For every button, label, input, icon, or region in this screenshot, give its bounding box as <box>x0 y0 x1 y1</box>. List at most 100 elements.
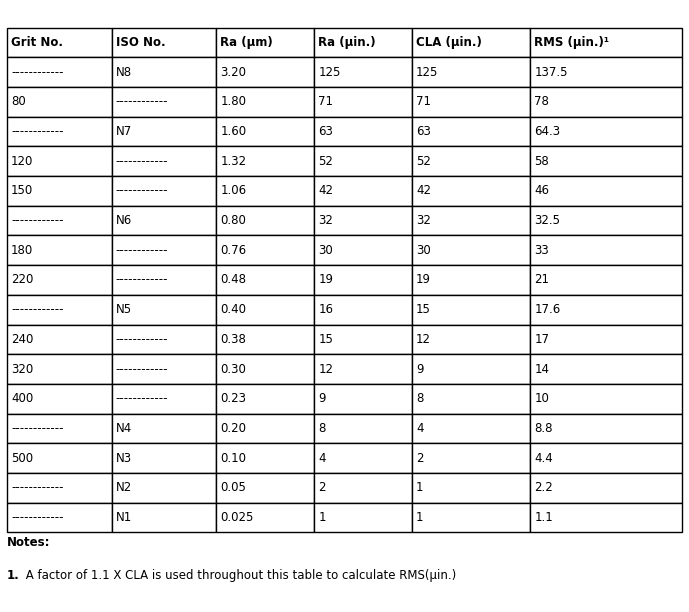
Text: 0.76: 0.76 <box>220 244 247 257</box>
Text: 0.80: 0.80 <box>220 214 246 227</box>
Text: ------------: ------------ <box>116 333 168 346</box>
Bar <box>112 58 216 87</box>
Text: 2: 2 <box>416 452 424 465</box>
Bar <box>7 28 112 58</box>
Text: 0.48: 0.48 <box>220 274 247 286</box>
Text: 0.05: 0.05 <box>220 482 246 494</box>
Bar <box>7 236 112 265</box>
Text: 10: 10 <box>535 392 549 405</box>
Text: 63: 63 <box>416 125 431 138</box>
Bar <box>412 236 530 265</box>
Bar <box>412 384 530 414</box>
Text: ------------: ------------ <box>11 422 63 435</box>
Bar <box>314 236 412 265</box>
Bar <box>530 117 682 146</box>
Bar <box>112 206 216 236</box>
Text: 0.20: 0.20 <box>220 422 247 435</box>
Bar <box>412 206 530 236</box>
Text: 4: 4 <box>318 452 326 465</box>
Bar <box>112 176 216 206</box>
Text: 0.025: 0.025 <box>220 511 254 524</box>
Text: 14: 14 <box>535 362 549 376</box>
Text: 0.40: 0.40 <box>220 303 247 316</box>
Text: 2: 2 <box>318 482 326 494</box>
Text: ------------: ------------ <box>116 392 168 405</box>
Text: ISO No.: ISO No. <box>116 36 165 49</box>
Bar <box>7 265 112 295</box>
Bar <box>412 176 530 206</box>
Bar <box>530 265 682 295</box>
Bar <box>314 324 412 354</box>
Bar <box>112 87 216 117</box>
Bar <box>112 443 216 473</box>
Text: Grit No.: Grit No. <box>11 36 63 49</box>
Bar <box>7 146 112 176</box>
Text: 52: 52 <box>318 155 333 168</box>
Text: 8: 8 <box>416 392 424 405</box>
Text: 400: 400 <box>11 392 33 405</box>
Bar <box>7 58 112 87</box>
Text: 8: 8 <box>318 422 326 435</box>
Text: 500: 500 <box>11 452 33 465</box>
Bar <box>216 28 314 58</box>
Text: N4: N4 <box>116 422 132 435</box>
Bar <box>314 58 412 87</box>
Text: 1.06: 1.06 <box>220 184 247 198</box>
Text: ------------: ------------ <box>116 184 168 198</box>
Text: 1.: 1. <box>7 569 20 582</box>
Bar <box>216 324 314 354</box>
Text: ------------: ------------ <box>11 65 63 78</box>
Text: 240: 240 <box>11 333 33 346</box>
Bar <box>412 28 530 58</box>
Bar <box>412 354 530 384</box>
Text: 52: 52 <box>416 155 431 168</box>
Text: ------------: ------------ <box>116 244 168 257</box>
Text: 180: 180 <box>11 244 33 257</box>
Text: 0.23: 0.23 <box>220 392 247 405</box>
Bar <box>216 414 314 443</box>
Bar <box>412 87 530 117</box>
Bar <box>412 324 530 354</box>
Bar <box>530 295 682 324</box>
Bar <box>314 28 412 58</box>
Bar <box>7 414 112 443</box>
Bar <box>412 443 530 473</box>
Bar <box>530 146 682 176</box>
Text: 2.2: 2.2 <box>535 482 553 494</box>
Text: 1.60: 1.60 <box>220 125 247 138</box>
Text: 19: 19 <box>318 274 333 286</box>
Bar <box>7 176 112 206</box>
Text: 1: 1 <box>416 511 424 524</box>
Bar <box>112 473 216 502</box>
Text: N8: N8 <box>116 65 132 78</box>
Text: 320: 320 <box>11 362 33 376</box>
Text: A factor of 1.1 X CLA is used throughout this table to calculate RMS(μin.): A factor of 1.1 X CLA is used throughout… <box>22 569 456 582</box>
Text: N6: N6 <box>116 214 132 227</box>
Bar <box>412 473 530 502</box>
Text: ------------: ------------ <box>11 214 63 227</box>
Text: N5: N5 <box>116 303 132 316</box>
Text: 9: 9 <box>416 362 424 376</box>
Text: 1: 1 <box>416 482 424 494</box>
Bar <box>216 502 314 532</box>
Bar <box>7 473 112 502</box>
Text: 0.30: 0.30 <box>220 362 246 376</box>
Text: ------------: ------------ <box>11 303 63 316</box>
Text: RMS (μin.)¹: RMS (μin.)¹ <box>535 36 609 49</box>
Bar <box>314 176 412 206</box>
Bar <box>216 146 314 176</box>
Bar <box>112 502 216 532</box>
Text: ------------: ------------ <box>11 482 63 494</box>
Bar <box>412 58 530 87</box>
Text: ------------: ------------ <box>116 155 168 168</box>
Text: ------------: ------------ <box>116 274 168 286</box>
Bar <box>216 236 314 265</box>
Bar <box>314 87 412 117</box>
Text: 17.6: 17.6 <box>535 303 561 316</box>
Bar <box>530 324 682 354</box>
Text: ------------: ------------ <box>116 362 168 376</box>
Text: N7: N7 <box>116 125 132 138</box>
Bar <box>216 87 314 117</box>
Bar <box>530 384 682 414</box>
Bar <box>112 236 216 265</box>
